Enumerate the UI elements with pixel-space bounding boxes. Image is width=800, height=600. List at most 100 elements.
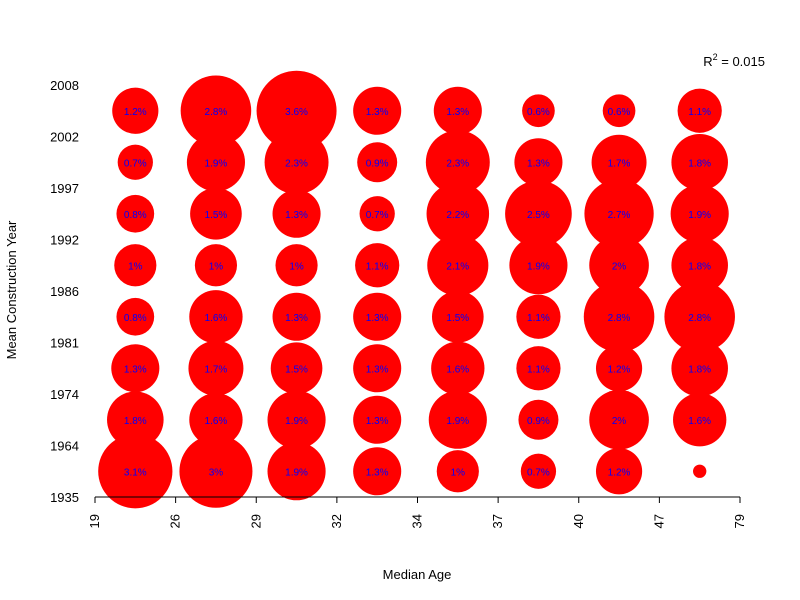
bubble-value-label: 2.3% [446, 158, 469, 169]
bubble [520, 453, 557, 489]
bubble-value-label: 2.8% [205, 107, 228, 118]
bubble [116, 297, 155, 336]
y-tick-label: 2002 [50, 130, 79, 145]
bubble-value-label: 1.9% [688, 210, 711, 221]
bubble-value-label: 1.5% [205, 210, 228, 221]
bubble [664, 281, 735, 353]
x-tick-label: 26 [168, 514, 183, 528]
bubble-value-label: 2.2% [446, 210, 469, 221]
bubble-value-label: 2.7% [608, 210, 631, 221]
bubble [256, 70, 337, 151]
bubble [589, 235, 649, 296]
bubble-value-label: 1% [128, 261, 143, 272]
bubble [671, 236, 728, 294]
y-tick-label: 1935 [50, 490, 79, 505]
r-squared-value: = 0.015 [718, 54, 765, 69]
bubble [427, 234, 489, 296]
bubble [179, 434, 253, 508]
bubble-value-label: 1.6% [688, 416, 711, 427]
x-axis-title: Median Age [383, 567, 452, 582]
x-tick-label: 37 [490, 514, 505, 528]
bubble [602, 94, 636, 128]
bubble [595, 345, 643, 392]
x-axis-ticks: 19 26 29 32 34 37 40 47 79 [87, 497, 747, 528]
bubble-value-label: 2.5% [527, 210, 550, 221]
bubble [516, 346, 561, 391]
bubble-value-label: 3% [209, 467, 224, 478]
bubble [267, 442, 326, 501]
y-tick-label: 1964 [50, 439, 79, 454]
bubble-value-label: 1.7% [205, 364, 228, 375]
x-tick-label: 29 [248, 514, 263, 528]
bubble [353, 292, 402, 341]
bubble-value-label: 0.8% [124, 313, 147, 324]
bubble-value-label: 1.1% [527, 364, 550, 375]
bubble-value-label: 1.3% [366, 313, 389, 324]
bubble [357, 142, 398, 183]
x-tick-label: 32 [329, 514, 344, 528]
bubble-value-label: 2% [612, 416, 627, 427]
bubble-value-label: 1.2% [608, 364, 631, 375]
r-squared-label: R2 = 0.015 [703, 52, 765, 69]
bubble-value-label: 1.3% [124, 364, 147, 375]
bubble-value-label: 1.5% [446, 313, 469, 324]
bubble [180, 75, 252, 147]
bubble-value-label: 1.9% [446, 416, 469, 427]
bubble-value-label: 2% [612, 261, 627, 272]
bubble-value-label: 1.3% [366, 364, 389, 375]
bubble [584, 179, 654, 249]
bubble [112, 87, 159, 134]
y-tick-label: 1997 [50, 181, 79, 196]
bubble-value-label: 1.8% [688, 158, 711, 169]
bubble [514, 138, 563, 187]
bubble [671, 133, 728, 191]
bubble [431, 290, 484, 343]
bubble-value-label: 1.9% [285, 467, 308, 478]
y-tick-label: 2008 [50, 78, 79, 93]
bubble-value-label: 2.1% [446, 261, 469, 272]
bubble [275, 244, 318, 287]
bubble-value-label: 1.3% [366, 416, 389, 427]
x-tick-label: 40 [571, 514, 586, 528]
bubble-value-label: 1% [451, 467, 466, 478]
bubble [267, 390, 326, 449]
bubble [98, 434, 173, 509]
bubble [591, 134, 647, 190]
bubble-value-label: 1.3% [527, 158, 550, 169]
bubble-value-label: 1% [209, 261, 224, 272]
bubble-value-label: 1.9% [285, 416, 308, 427]
x-tick-label: 34 [410, 514, 425, 528]
bubble [186, 133, 245, 192]
bubble [353, 344, 402, 393]
bubble-value-label: 1.2% [124, 107, 147, 118]
y-axis-ticks: 1935 1964 1974 1981 1986 1992 1997 2002 2008 [50, 78, 79, 505]
bubble [425, 130, 490, 195]
r-squared-prefix: R [703, 54, 712, 69]
bubble [272, 292, 321, 341]
bubble-value-label: 1.1% [688, 107, 711, 118]
cell-label-layer: 3.1% 1.8% 1.3% 0.8% 1% 0.8% 0.7% 1.2% 3% 1.6% 1.7%… [124, 107, 711, 479]
bubble-value-label: 1.6% [205, 416, 228, 427]
y-tick-label: 1986 [50, 284, 79, 299]
bubble [355, 243, 400, 288]
bubble-value-label: 1.9% [205, 158, 228, 169]
bubble [194, 244, 238, 287]
bubble-value-label: 1.7% [608, 158, 631, 169]
x-tick-label: 79 [732, 514, 747, 528]
bubble-value-label: 1.3% [446, 107, 469, 118]
bubble [673, 393, 727, 447]
bubble [516, 294, 561, 339]
bubble-value-label: 0.8% [124, 210, 147, 221]
bubble [188, 340, 244, 396]
y-tick-label: 1974 [50, 387, 79, 402]
y-axis-title: Mean Construction Year [4, 220, 19, 359]
bubble [431, 341, 485, 395]
bubble [353, 447, 402, 496]
bubble [518, 399, 559, 440]
y-tick-label: 1992 [50, 233, 79, 248]
bubble [117, 144, 153, 180]
bubble-value-label: 0.7% [366, 210, 389, 221]
bubble [433, 86, 482, 135]
bubble [353, 86, 402, 135]
bubble-value-label: 1.6% [205, 313, 228, 324]
